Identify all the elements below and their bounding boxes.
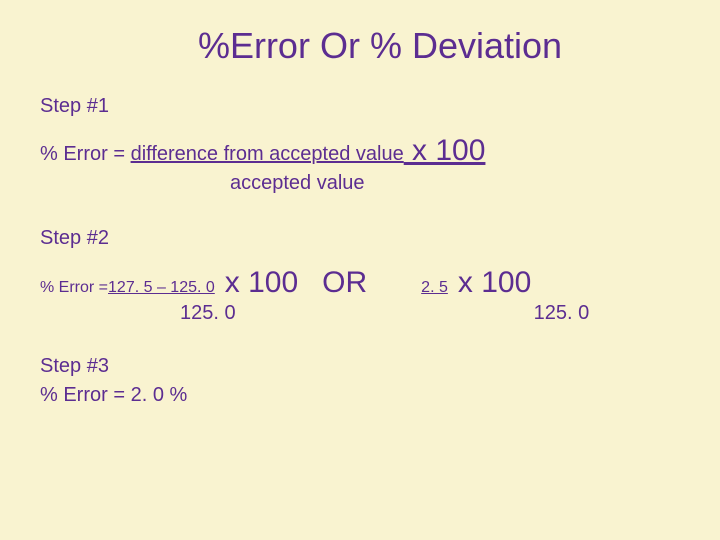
step2-lhs: % Error = bbox=[40, 279, 108, 297]
step2-multiplyB: x 100 bbox=[458, 266, 531, 300]
step1-denominator: accepted value bbox=[230, 172, 680, 195]
step2-numeratorA: 127. 5 – 125. 0 bbox=[108, 279, 215, 297]
step2-multiplyA: x 100 bbox=[225, 266, 298, 300]
step3-label: Step #3 bbox=[40, 355, 680, 378]
step2-formula: % Error = 127. 5 – 125. 0 x 100 OR 2. 5 x … bbox=[40, 266, 680, 300]
step3-result: % Error = 2. 0 % bbox=[40, 384, 680, 407]
step1-formula: % Error = difference from accepted value… bbox=[40, 134, 680, 168]
step2-denominatorA: 125. 0 bbox=[180, 302, 236, 325]
step1-multiply: x 100 bbox=[404, 134, 486, 167]
step2-denominatorB: 125. 0 bbox=[534, 302, 590, 325]
step2-label: Step #2 bbox=[40, 227, 680, 250]
step1-label: Step #1 bbox=[40, 95, 680, 118]
slide-title: %Error Or % Deviation bbox=[80, 25, 680, 67]
step2-denominators: 125. 0 125. 0 bbox=[40, 302, 680, 325]
step1-lhs: % Error = bbox=[40, 143, 131, 165]
step1-numerator: difference from accepted value bbox=[131, 143, 404, 165]
step2-or: OR bbox=[322, 266, 367, 300]
step2-numeratorB: 2. 5 bbox=[421, 279, 448, 297]
